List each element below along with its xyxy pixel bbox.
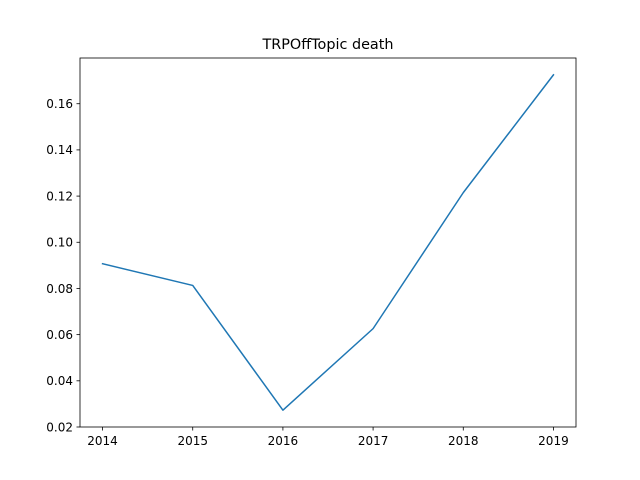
axes-frame — [79, 57, 577, 428]
x-tick-label: 2014 — [87, 434, 118, 448]
y-tick-label: 0.08 — [46, 282, 73, 296]
x-tick-label: 2016 — [268, 434, 299, 448]
y-tick-label: 0.16 — [46, 97, 73, 111]
x-tick-label: 2018 — [448, 434, 479, 448]
y-tick-label: 0.14 — [46, 143, 73, 157]
plot-area: 2014 2015 2016 2017 2018 2019 0.02 0.04 0.06 0.08… — [46, 57, 577, 448]
y-tick-label: 0.04 — [46, 374, 73, 388]
y-tick-label: 0.06 — [46, 328, 73, 342]
chart-title: TRPOffTopic death — [261, 37, 393, 53]
x-tick-label: 2017 — [358, 434, 389, 448]
y-tick-label: 0.10 — [46, 236, 73, 250]
y-tick-label: 0.12 — [46, 189, 73, 203]
series-line — [101, 73, 555, 411]
x-tick-label: 2015 — [177, 434, 208, 448]
y-tick-label: 0.02 — [46, 420, 73, 434]
x-tick-label: 2019 — [538, 434, 569, 448]
